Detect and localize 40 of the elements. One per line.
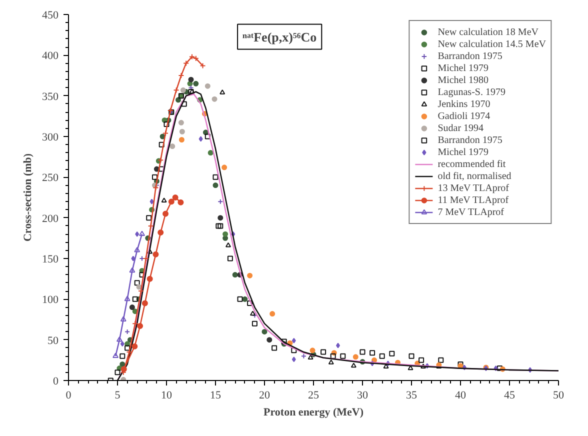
legend-label: 13 MeV TLAprof [438,182,509,194]
x-tick-label: 5 [114,390,121,402]
x-tick-label: 40 [455,390,466,402]
legend-label: old fit, normalised [438,170,512,182]
legend-label: Lagunas-S. 1979 [438,86,506,98]
y-tick-label: 250 [42,172,59,184]
legend-label: Gadioli 1974 [438,110,490,122]
legend-label: 11 MeV TLAprof [438,194,509,206]
text: ⁿᵃᵗFe(p,x)⁵⁶Co [242,29,317,44]
legend-label: Michel 1980 [438,74,489,86]
x-tick-label: 45 [504,390,516,402]
y-tick-label: 200 [42,212,59,225]
x-tick-label: 0 [66,390,72,402]
y-tick-label: 400 [42,50,59,62]
y-tick-label: 350 [42,90,59,103]
x-tick-label: 10 [161,390,172,402]
y-axis-title: Cross-section (mb) [22,153,34,242]
legend-label: New calculation 14.5 MeV [438,38,546,50]
legend-label: Jenkins 1970 [438,98,490,110]
y-tick-label: 100 [42,294,59,306]
legend-label: recommended fit [438,158,506,170]
x-tick-label: 50 [553,390,564,402]
y-tick-label: 150 [42,254,59,266]
legend-label: Barrandon 1975 [438,50,502,62]
legend-label: New calculation 18 MeV [438,26,538,38]
x-tick-label: 25 [308,390,320,402]
x-axis-title: Proton energy (MeV) [264,406,364,418]
x-tick-label: 15 [210,390,222,402]
y-tick-label: 450 [42,10,59,22]
x-tick-label: 35 [406,390,418,402]
x-tick-label: 20 [259,390,270,402]
legend-label: Sudar 1994 [438,122,484,134]
y-tick-label: 50 [48,334,59,347]
legend-label: Michel 1979 [438,146,489,158]
x-tick-label: 30 [357,390,368,402]
legend-label: 7 MeV TLAprof [438,206,504,218]
legend-label: Michel 1979 [438,62,489,74]
legend-label: Barrandon 1975 [438,134,502,146]
y-tick-label: 300 [42,132,59,144]
y-tick-label: 0 [53,376,59,388]
